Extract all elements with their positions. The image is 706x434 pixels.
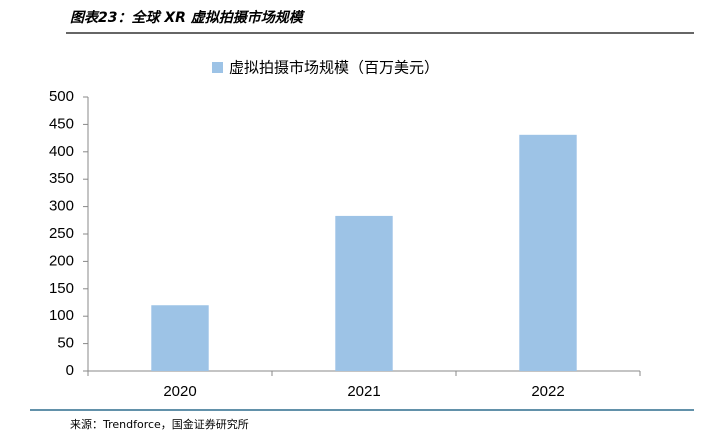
- y-tick-label: 250: [49, 225, 74, 242]
- chart-title: 图表23：全球 XR 虚拟拍摄市场规模: [70, 9, 306, 26]
- bar: [335, 215, 393, 371]
- y-tick-label: 300: [49, 198, 74, 215]
- legend-label: 虚拟拍摄市场规模（百万美元）: [229, 59, 439, 77]
- bar: [519, 134, 577, 371]
- y-tick-label: 150: [49, 280, 74, 297]
- x-tick-label: 2021: [347, 383, 380, 400]
- x-tick-label: 2022: [531, 383, 564, 400]
- y-tick-label: 50: [57, 335, 74, 352]
- x-tick-label: 2020: [163, 383, 196, 400]
- y-tick-label: 400: [49, 143, 74, 160]
- y-tick-label: 200: [49, 252, 74, 269]
- y-tick-label: 100: [49, 307, 74, 324]
- y-tick-label: 0: [66, 362, 74, 379]
- y-tick-label: 450: [49, 115, 74, 132]
- y-tick-label: 350: [49, 170, 74, 187]
- y-tick-label: 500: [49, 88, 74, 105]
- source-note: 来源：Trendforce，国金证券研究所: [70, 417, 249, 431]
- legend-swatch: [212, 62, 223, 73]
- bar: [151, 305, 209, 371]
